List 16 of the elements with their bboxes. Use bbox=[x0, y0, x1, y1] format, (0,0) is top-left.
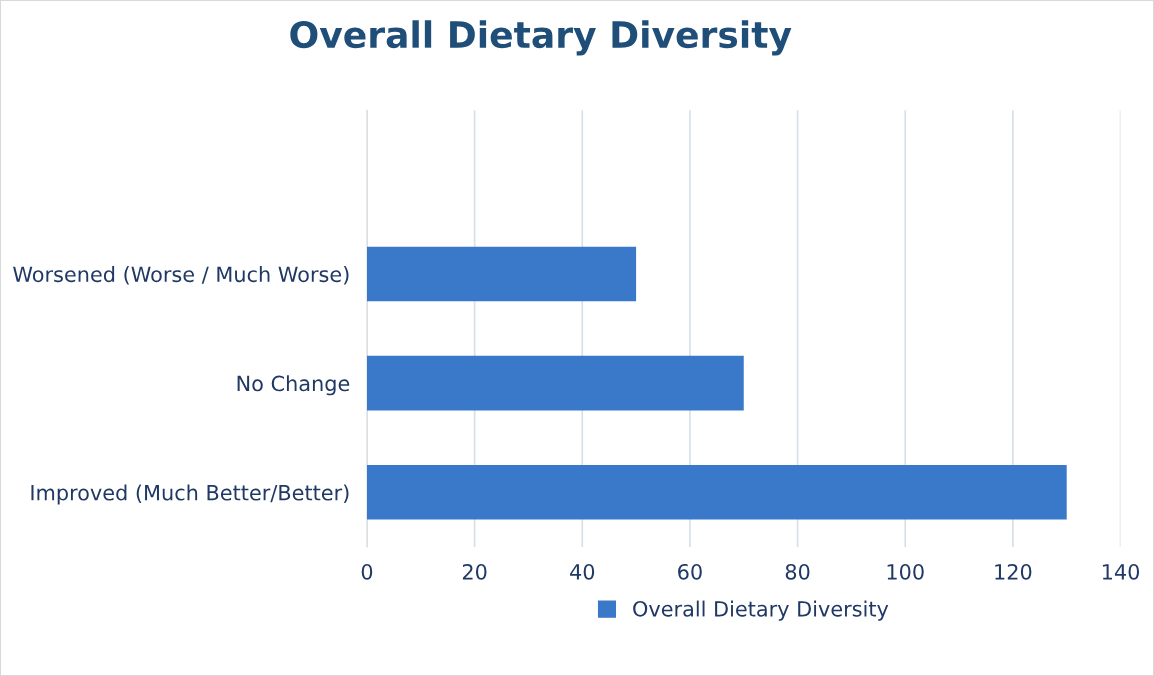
bar bbox=[366, 355, 744, 411]
chart-title: Overall Dietary Diversity bbox=[290, 20, 792, 56]
x-tick-label: 80 bbox=[785, 563, 810, 580]
bar bbox=[366, 465, 1067, 520]
y-tick-label: Worsened (Worse / Much Worse) bbox=[13, 266, 349, 285]
legend-label: Overall Dietary Diversity bbox=[633, 600, 889, 621]
x-tick-label: 0 bbox=[361, 563, 373, 580]
x-tick-label: 40 bbox=[570, 563, 595, 580]
x-tick-label: 20 bbox=[462, 563, 487, 580]
bar bbox=[366, 246, 637, 302]
x-tick-label: 100 bbox=[887, 563, 924, 580]
x-tick-label: 120 bbox=[995, 563, 1032, 580]
x-tick-label: 60 bbox=[678, 563, 702, 580]
y-tick-label: No Change bbox=[237, 375, 350, 396]
y-tick-label: Improved (Much Better/Better) bbox=[31, 484, 349, 505]
x-tick-label: 140 bbox=[1102, 563, 1140, 580]
